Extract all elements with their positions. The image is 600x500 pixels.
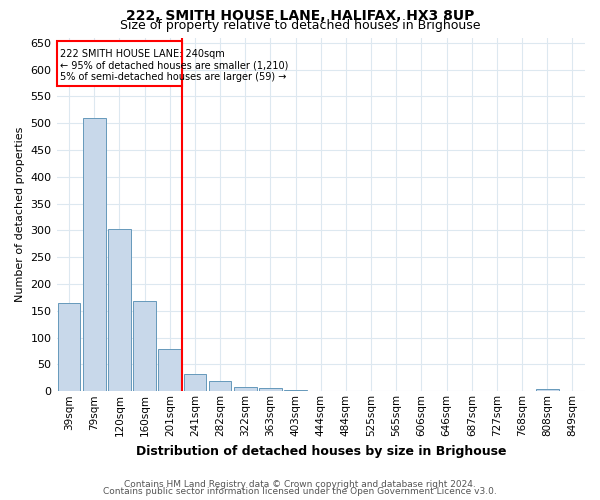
X-axis label: Distribution of detached houses by size in Brighouse: Distribution of detached houses by size … [136, 444, 506, 458]
Text: 222, SMITH HOUSE LANE, HALIFAX, HX3 8UP: 222, SMITH HOUSE LANE, HALIFAX, HX3 8UP [126, 9, 474, 23]
FancyBboxPatch shape [56, 42, 182, 86]
Bar [209, 380, 232, 392]
Bar [234, 387, 257, 392]
Text: Size of property relative to detached houses in Brighouse: Size of property relative to detached ho… [120, 19, 480, 32]
Bar [83, 118, 106, 392]
Text: Contains public sector information licensed under the Open Government Licence v3: Contains public sector information licen… [103, 487, 497, 496]
Text: 222 SMITH HOUSE LANE: 240sqm: 222 SMITH HOUSE LANE: 240sqm [61, 50, 225, 59]
Bar [259, 388, 282, 392]
Text: ← 95% of detached houses are smaller (1,210): ← 95% of detached houses are smaller (1,… [61, 60, 289, 70]
Bar [284, 390, 307, 392]
Y-axis label: Number of detached properties: Number of detached properties [15, 126, 25, 302]
Text: 5% of semi-detached houses are larger (59) →: 5% of semi-detached houses are larger (5… [61, 72, 287, 82]
Bar [158, 350, 181, 392]
Bar [58, 303, 80, 392]
Bar [184, 374, 206, 392]
Bar [108, 230, 131, 392]
Bar [310, 390, 332, 392]
Text: Contains HM Land Registry data © Crown copyright and database right 2024.: Contains HM Land Registry data © Crown c… [124, 480, 476, 489]
Bar [536, 388, 559, 392]
Bar [133, 301, 156, 392]
